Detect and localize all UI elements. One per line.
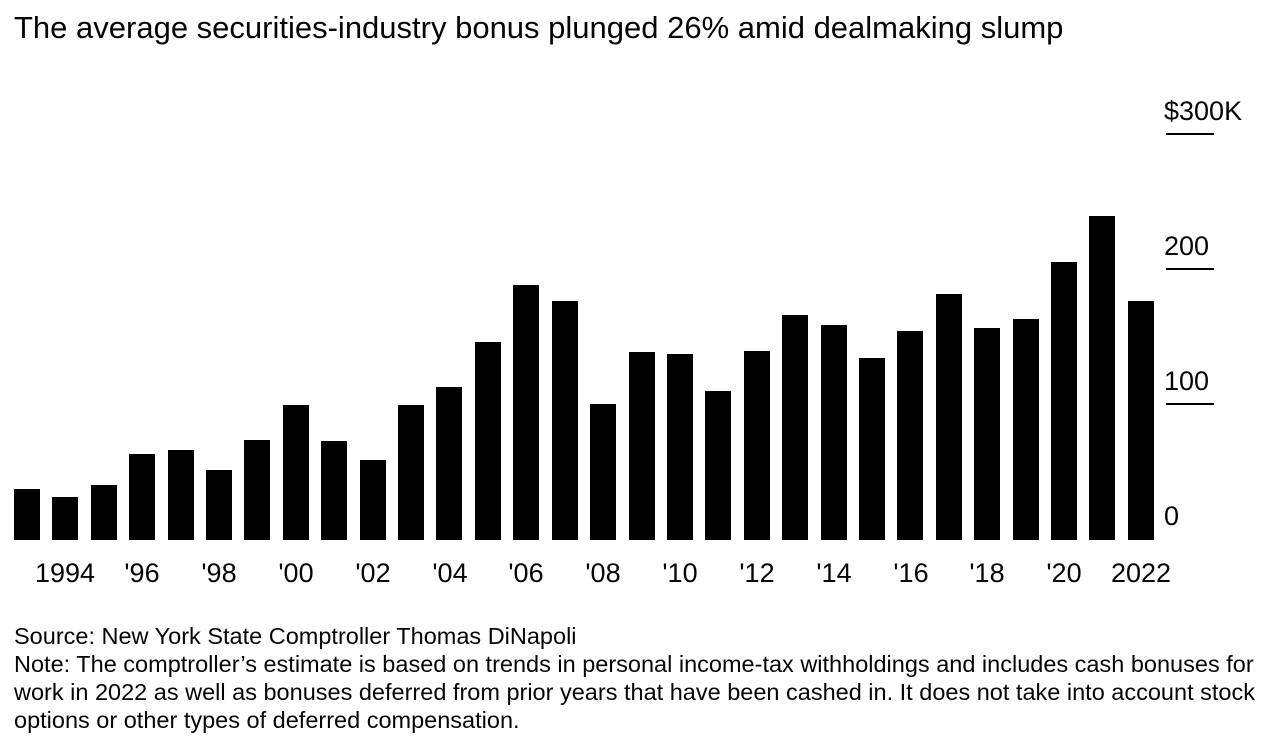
bar-2019 xyxy=(1012,319,1039,540)
bar-2004 xyxy=(436,387,463,540)
bar-2013 xyxy=(782,315,809,540)
x-tick-label-1998: '98 xyxy=(201,558,237,588)
bar-2017 xyxy=(935,294,962,540)
bar-1994 xyxy=(52,497,79,540)
bar-2000 xyxy=(282,405,309,540)
bar-2005 xyxy=(474,342,501,540)
y-tick-line-200 xyxy=(1166,268,1214,270)
bar-1999 xyxy=(244,440,271,540)
x-tick-label-2006: '06 xyxy=(508,558,544,588)
x-tick-label-2000: '00 xyxy=(278,558,314,588)
bar-2021 xyxy=(1089,216,1116,540)
bar-2018 xyxy=(974,328,1001,540)
bar-1993 xyxy=(14,489,40,540)
bar-2003 xyxy=(398,405,425,540)
bar-chart xyxy=(14,80,1154,540)
x-tick-label-2022: 2022 xyxy=(1110,558,1172,588)
x-axis: 1994 '96 '98 '00 '02 '04 '06 '08 '10 '12 '14 '16 '18… xyxy=(14,558,1171,600)
x-tick-label-2016: '16 xyxy=(893,558,929,588)
bars xyxy=(14,80,1154,540)
bar-2008 xyxy=(590,404,617,540)
bar-2012 xyxy=(743,351,770,540)
bar-1997 xyxy=(167,450,194,540)
bar-2001 xyxy=(321,441,348,540)
bar-2010 xyxy=(666,354,693,540)
x-tick-label-2008: '08 xyxy=(585,558,621,588)
x-tick-label-2014: '14 xyxy=(816,558,852,588)
bar-2011 xyxy=(705,391,732,540)
bar-2020 xyxy=(1050,262,1077,540)
chart-title: The average securities-industry bonus pl… xyxy=(14,10,1064,45)
bar-1995 xyxy=(90,485,117,540)
y-tick-line-100 xyxy=(1166,403,1214,405)
x-tick-label-1994: 1994 xyxy=(34,558,96,588)
y-tick-label-200: 200 xyxy=(1164,231,1210,261)
x-tick-label-2010: '10 xyxy=(662,558,698,588)
bar-2009 xyxy=(628,352,655,540)
x-tick-label-2012: '12 xyxy=(739,558,775,588)
y-tick-label-100: 100 xyxy=(1164,366,1210,396)
y-axis: $300K 200 100 0 xyxy=(1164,80,1264,540)
bar-1996 xyxy=(129,454,156,540)
y-tick-label-300: $300K xyxy=(1164,96,1243,126)
chart-footer: Source: New York State Comptroller Thoma… xyxy=(14,622,1260,734)
bar-2007 xyxy=(551,301,578,540)
x-tick-label-2018: '18 xyxy=(969,558,1005,588)
bar-1998 xyxy=(206,470,233,540)
source-line: Source: New York State Comptroller Thoma… xyxy=(14,623,577,649)
bar-2002 xyxy=(359,460,386,540)
bar-2016 xyxy=(897,331,924,540)
x-tick-label-1996: '96 xyxy=(124,558,160,588)
x-tick-label-2004: '04 xyxy=(432,558,468,588)
x-tick-label-2002: '02 xyxy=(355,558,391,588)
bar-2015 xyxy=(858,358,885,540)
note-line: Note: The comptroller’s estimate is base… xyxy=(14,651,1255,733)
y-tick-line-300 xyxy=(1166,133,1214,135)
x-tick-label-2020: '20 xyxy=(1046,558,1082,588)
bar-2014 xyxy=(820,325,847,540)
bar-2006 xyxy=(513,285,540,540)
bar-2022 xyxy=(1127,301,1154,540)
y-tick-label-0: 0 xyxy=(1164,501,1180,531)
